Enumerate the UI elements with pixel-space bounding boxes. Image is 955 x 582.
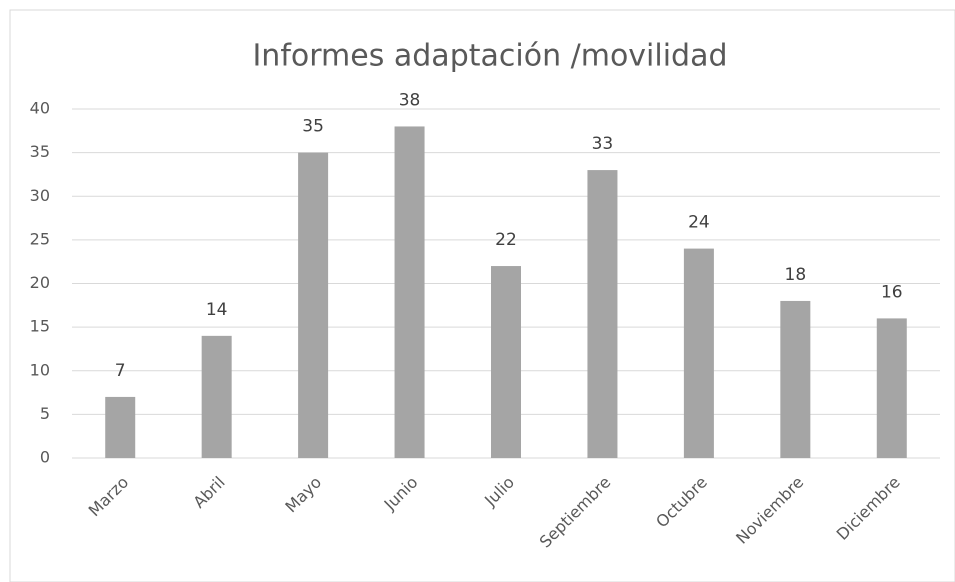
bar [298, 152, 329, 458]
data-label: 22 [495, 230, 517, 250]
data-label: 35 [302, 117, 324, 137]
bar [876, 318, 907, 458]
y-tick-label: 25 [30, 229, 50, 248]
data-label: 38 [399, 90, 421, 110]
y-tick-label: 0 [40, 448, 50, 467]
data-label: 18 [785, 265, 807, 285]
data-label: 24 [688, 213, 710, 233]
y-tick-label: 15 [30, 317, 50, 336]
data-label: 33 [592, 134, 614, 154]
data-label: 16 [881, 282, 903, 302]
bar [587, 170, 618, 458]
bar [780, 300, 811, 458]
y-tick-label: 5 [40, 404, 50, 423]
chart-border [9, 9, 955, 582]
y-tick-label: 35 [30, 142, 50, 161]
bar [394, 126, 425, 458]
bar [201, 335, 232, 458]
data-label: 7 [115, 361, 126, 381]
y-tick-label: 20 [30, 273, 50, 292]
data-label: 14 [206, 300, 228, 320]
chart-title: Informes adaptación /movilidad [252, 39, 727, 74]
y-tick-label: 10 [30, 360, 50, 379]
bar [683, 248, 714, 458]
y-tick-label: 40 [30, 99, 50, 118]
y-tick-label: 30 [30, 186, 50, 205]
bar [491, 266, 521, 458]
bar [105, 396, 136, 458]
